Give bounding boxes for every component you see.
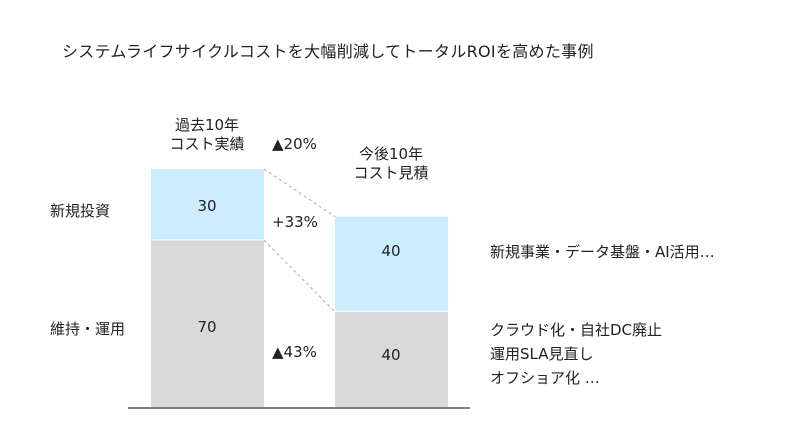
bar-segment [335, 311, 448, 407]
annotation-new-investment: 新規事業・データ基盤・AI活用… [490, 243, 715, 261]
change-label-new-investment: +33% [272, 213, 318, 231]
change-label-maintenance: ▲43% [272, 343, 317, 361]
annotation-maintenance: クラウド化・自社DC廃止 運用SLA見直し オフショア化 … [490, 318, 662, 390]
series-label-maintenance: 維持・運用 [50, 320, 126, 338]
annotation-maintenance-line: 運用SLA見直し [490, 345, 594, 363]
annotation-maintenance-line: オフショア化 … [490, 369, 600, 387]
bar-segment [151, 169, 264, 240]
category-label-future: 今後10年 コスト見積 [353, 145, 429, 182]
connector-line [263, 168, 336, 218]
data-label-past-new: 30 [197, 197, 217, 215]
page-title: システムライフサイクルコストを大幅削減してトータルROIを高めた事例 [62, 42, 594, 61]
data-label-future-maintenance: 40 [381, 346, 401, 364]
bar-segment [151, 240, 264, 407]
bar-segment [335, 216, 448, 311]
category-label-past: 過去10年 コスト実績 [169, 116, 245, 153]
change-label-total: ▲20% [272, 135, 317, 153]
connector-line [263, 240, 336, 313]
data-label-future-new: 40 [381, 242, 401, 260]
annotation-maintenance-line: クラウド化・自社DC廃止 [490, 321, 663, 339]
data-label-past-maintenance: 70 [197, 318, 217, 336]
series-label-new-investment: 新規投資 [50, 202, 111, 220]
